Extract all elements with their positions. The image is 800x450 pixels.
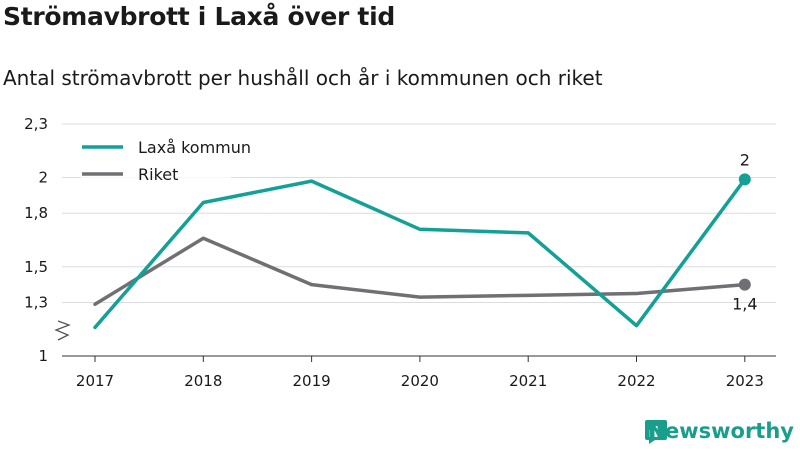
y-tick-label: 1,8 (24, 204, 48, 222)
brand-name: Newsworthy (647, 419, 794, 443)
series-end-point (738, 173, 751, 186)
data-label: 1,4 (732, 295, 757, 314)
data-label: 2 (740, 150, 750, 169)
series-end-point (738, 278, 751, 291)
chart-title: Strömavbrott i Laxå över tid (3, 2, 395, 31)
y-tick-label: 2,3 (24, 115, 48, 133)
x-tick-label: 2017 (76, 372, 114, 390)
newsworthy-logo-icon (645, 420, 667, 444)
series-line (93, 177, 747, 330)
y-tick-label: 2 (38, 169, 48, 187)
legend-label: Laxå kommun (138, 138, 251, 157)
x-tick-label: 2022 (617, 372, 655, 390)
y-tick-label: 1,5 (24, 258, 48, 276)
legend-label: Riket (138, 165, 178, 184)
x-tick-label: 2018 (184, 372, 222, 390)
x-tick-label: 2019 (293, 372, 331, 390)
chart-subtitle: Antal strömavbrott per hushåll och år i … (3, 66, 603, 90)
x-tick-label: 2023 (726, 372, 764, 390)
x-tick-label: 2021 (509, 372, 547, 390)
y-tick-label: 1 (38, 347, 48, 365)
series-line (93, 236, 747, 306)
axis-break-icon (54, 320, 71, 341)
y-tick-label: 1,3 (24, 293, 48, 311)
x-tick-label: 2020 (401, 372, 439, 390)
